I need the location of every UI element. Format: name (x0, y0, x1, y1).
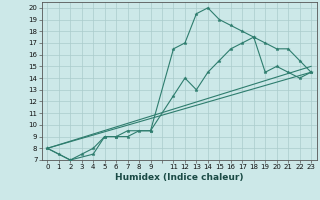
X-axis label: Humidex (Indice chaleur): Humidex (Indice chaleur) (115, 173, 244, 182)
